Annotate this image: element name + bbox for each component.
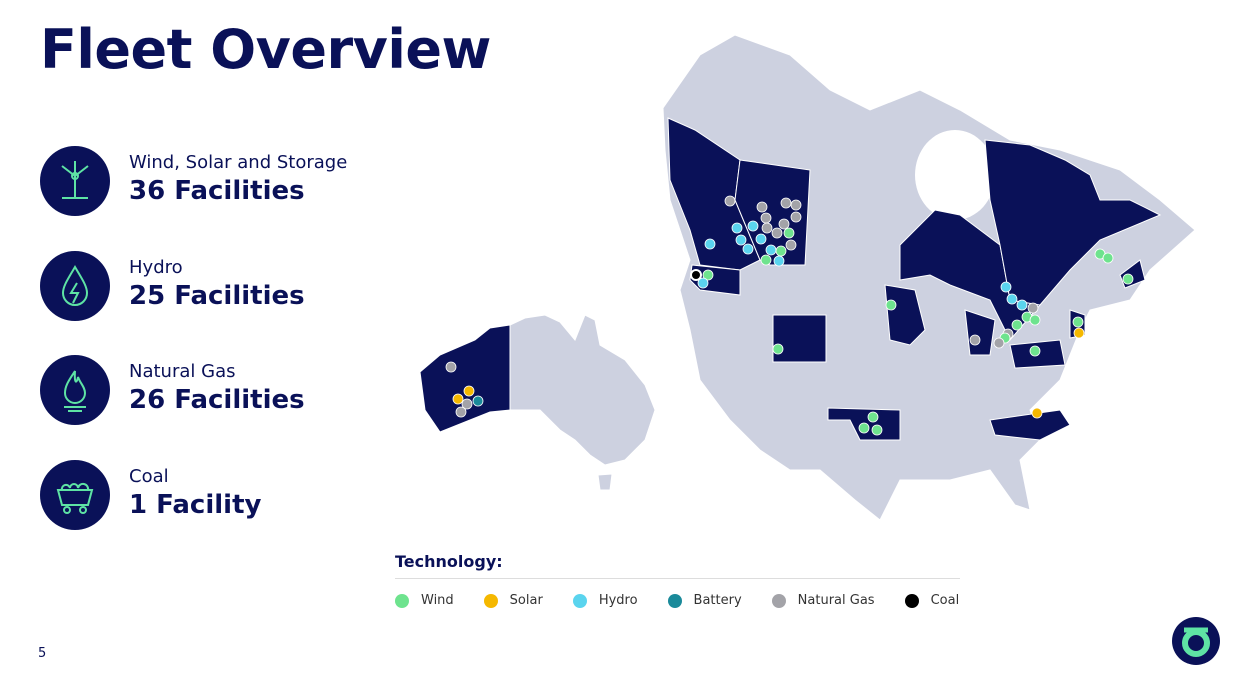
facility-dot: [760, 254, 772, 266]
legend-swatch: [572, 593, 587, 608]
facility-dot: [1102, 252, 1114, 264]
facility-dot: [790, 211, 802, 223]
facility-dot: [704, 238, 716, 250]
legend-swatch: [667, 593, 682, 608]
stat-label: Hydro: [129, 257, 183, 278]
legend-item: Solar: [483, 593, 543, 608]
legend-label: Solar: [509, 593, 543, 608]
facility-dot: [690, 269, 702, 281]
stat-label: Wind, Solar and Storage: [129, 152, 348, 173]
facility-dot: [765, 244, 777, 256]
facility-dot: [778, 218, 790, 230]
facility-dot: [472, 395, 484, 407]
legend: Wind Solar Hydro Battery Natural Gas Coal: [395, 593, 989, 608]
facility-dot: [463, 385, 475, 397]
facility-dot: [771, 227, 783, 239]
stat-label: Coal: [129, 466, 169, 487]
legend-title: Technology:: [395, 552, 503, 571]
map: [419, 34, 1196, 521]
hydro-icon: [40, 251, 110, 321]
legend-item: Battery: [667, 593, 742, 608]
facility-dot: [735, 234, 747, 246]
legend-item: Coal: [904, 593, 960, 608]
logo: [1172, 617, 1220, 665]
facility-dot: [1006, 293, 1018, 305]
facility-dot: [1031, 407, 1043, 419]
facility-dot: [1029, 314, 1041, 326]
facility-dot: [993, 337, 1005, 349]
legend-label: Coal: [930, 593, 960, 608]
facility-dot: [1072, 316, 1084, 328]
facility-dot: [1016, 299, 1028, 311]
facility-dot: [731, 222, 743, 234]
facility-dot: [1027, 302, 1039, 314]
facility-dot: [455, 406, 467, 418]
facility-dot: [755, 233, 767, 245]
legend-swatch: [904, 593, 919, 608]
wind-icon: [40, 146, 110, 216]
facility-dot: [783, 227, 795, 239]
stat-value: 36 Facilities: [129, 176, 305, 206]
stat: Coal 1 Facility: [40, 460, 400, 532]
legend-item: Wind: [395, 593, 454, 608]
facility-dot: [1000, 281, 1012, 293]
legend-swatch: [771, 593, 786, 608]
facility-dot: [452, 393, 464, 405]
facility-dot: [461, 398, 473, 410]
legend-swatch: [395, 593, 409, 608]
stat-value: 26 Facilities: [129, 385, 305, 415]
legend-swatch: [483, 593, 498, 608]
stat: Wind, Solar and Storage 36 Facilities: [40, 146, 400, 218]
facility-dot: [756, 201, 768, 213]
stat: Hydro 25 Facilities: [40, 251, 400, 323]
facility-dot: [724, 195, 736, 207]
facility-dot: [775, 245, 787, 257]
stat-label: Natural Gas: [129, 361, 236, 382]
facility-dot: [772, 343, 784, 355]
legend-label: Hydro: [598, 593, 638, 608]
legend-label: Battery: [693, 593, 742, 608]
facility-dot: [445, 361, 457, 373]
facility-dot: [697, 277, 709, 289]
facility-dot: [969, 334, 981, 346]
facility-dot: [790, 199, 802, 211]
facility-dot: [871, 424, 883, 436]
facility-dot: [1011, 319, 1023, 331]
divider: [395, 578, 960, 579]
gas-icon: [40, 355, 110, 425]
coal-icon: [40, 460, 110, 530]
facility-dot: [760, 212, 772, 224]
facility-dot: [885, 299, 897, 311]
facility-dot: [858, 422, 870, 434]
facility-dot: [702, 269, 714, 281]
facility-dot: [780, 197, 792, 209]
facility-dot: [747, 220, 759, 232]
facility-dot: [1073, 327, 1085, 339]
page-number: 5: [38, 646, 47, 661]
title: Fleet Overview: [40, 18, 491, 81]
facility-dot: [742, 243, 754, 255]
stat-value: 25 Facilities: [129, 281, 305, 311]
facility-dot: [867, 411, 879, 423]
legend-label: Natural Gas: [797, 593, 875, 608]
facility-dot: [761, 222, 773, 234]
facility-dot: [785, 239, 797, 251]
facility-dot: [1029, 345, 1041, 357]
stat: Natural Gas 26 Facilities: [40, 355, 400, 427]
stat-value: 1 Facility: [129, 490, 262, 520]
legend-item: Natural Gas: [771, 593, 875, 608]
legend-item: Hydro: [572, 593, 638, 608]
legend-label: Wind: [421, 593, 454, 608]
facility-dot: [1122, 273, 1134, 285]
facility-dot: [773, 255, 785, 267]
